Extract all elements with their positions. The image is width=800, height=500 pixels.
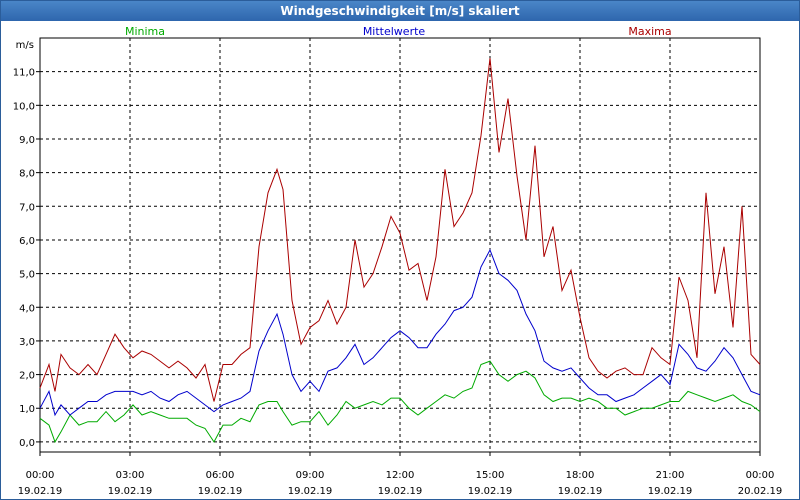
x-tick-date-label: 19.02.19 xyxy=(18,486,63,497)
x-tick-date-label: 19.02.19 xyxy=(288,486,333,497)
x-tick-date-label: 19.02.19 xyxy=(198,486,243,497)
y-tick-label: 6,0 xyxy=(19,236,35,247)
y-axis-label: m/s xyxy=(16,40,34,51)
series-line-mittelwerte xyxy=(39,248,761,417)
y-tick-label: 8,0 xyxy=(19,169,35,180)
legend-minima: Minima xyxy=(125,25,165,38)
x-tick-time-label: 06:00 xyxy=(206,470,235,481)
x-tick-date-label: 19.02.19 xyxy=(108,486,153,497)
series-line-maxima xyxy=(39,58,761,402)
x-tick-time-label: 00:00 xyxy=(26,470,55,481)
x-tick-date-label: 19.02.19 xyxy=(378,486,423,497)
x-tick-time-label: 00:00 xyxy=(746,470,775,481)
x-tick-date-label: 19.02.19 xyxy=(558,486,603,497)
series-line-minima xyxy=(39,360,761,444)
y-tick-label: 10,0 xyxy=(13,101,35,112)
y-tick-label: 0,0 xyxy=(19,438,35,449)
x-tick-time-label: 15:00 xyxy=(476,470,505,481)
x-tick-time-label: 12:00 xyxy=(386,470,415,481)
y-tick-label: 1,0 xyxy=(19,404,35,415)
x-tick-date-label: 19.02.19 xyxy=(468,486,513,497)
x-tick-time-label: 18:00 xyxy=(566,470,595,481)
y-tick-label: 4,0 xyxy=(19,303,35,314)
legend-maxima: Maxima xyxy=(628,25,671,38)
x-tick-date-label: 20.02.19 xyxy=(738,486,783,497)
y-tick-label: 11,0 xyxy=(13,68,35,79)
chart-title: Windgeschwindigkeit [m/s] skaliert xyxy=(1,1,799,21)
x-tick-date-label: 19.02.19 xyxy=(648,486,693,497)
y-tick-label: 2,0 xyxy=(19,371,35,382)
x-tick-time-label: 03:00 xyxy=(116,470,145,481)
y-tick-label: 3,0 xyxy=(19,337,35,348)
y-tick-label: 9,0 xyxy=(19,135,35,146)
x-tick-time-label: 21:00 xyxy=(656,470,685,481)
y-tick-label: 7,0 xyxy=(19,202,35,213)
legend-mittelwerte: Mittelwerte xyxy=(363,25,426,38)
x-tick-time-label: 09:00 xyxy=(296,470,325,481)
y-tick-label: 5,0 xyxy=(19,270,35,281)
